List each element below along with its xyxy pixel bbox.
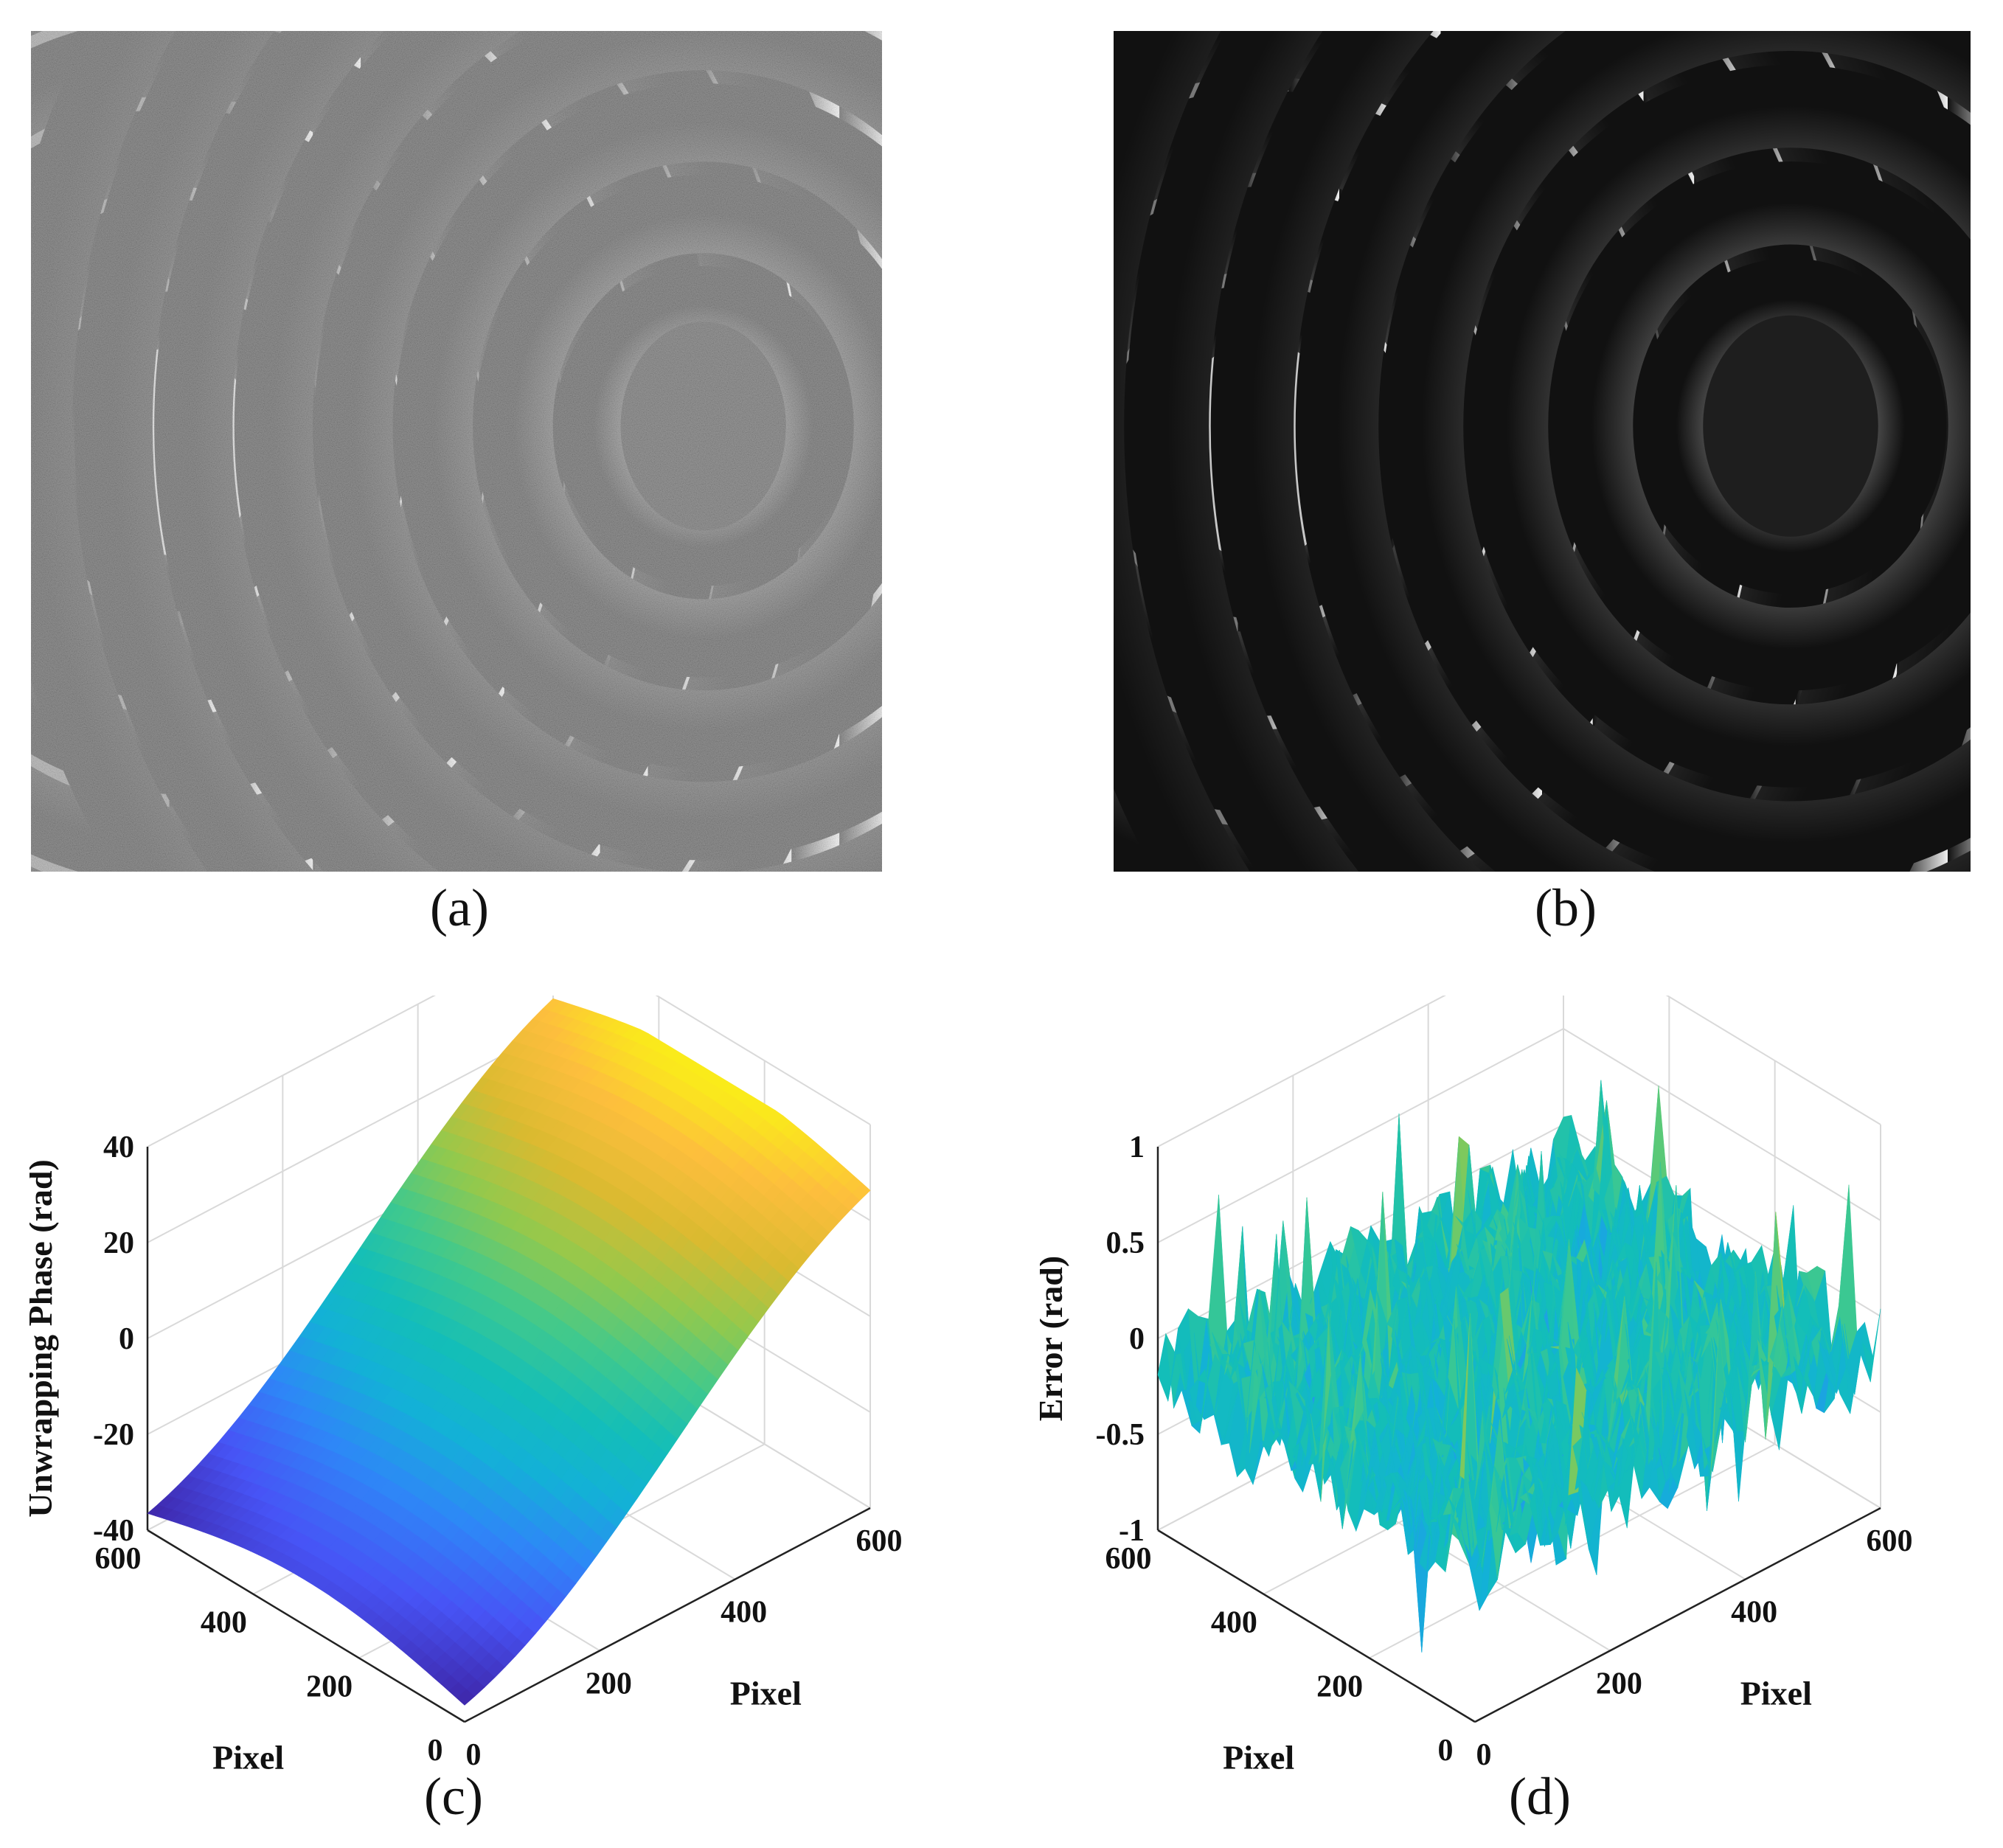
fringe-dark-center	[1703, 315, 1878, 537]
wall-grid-line	[1157, 1028, 1564, 1243]
surface	[1157, 1080, 1881, 1653]
fringe-ring	[1295, 31, 1971, 872]
x-axis-line	[1474, 1507, 1881, 1723]
y-axis-line	[147, 1529, 465, 1723]
fringe-ring	[1549, 161, 1971, 691]
caption-a: (a)	[430, 878, 489, 937]
fringe-ring	[1210, 31, 1482, 872]
fringe-ring	[1634, 258, 1947, 594]
z-tick-label: 0	[119, 1322, 134, 1356]
y-axis-line	[1157, 1529, 1476, 1723]
surface-patch	[1862, 1308, 1881, 1383]
x-tick-label: 400	[721, 1596, 767, 1630]
wall-grid-line	[1157, 996, 1446, 1147]
surface-plot-unwrapped-phase: -40-200204002004006000200400600PixelPixe…	[29, 996, 903, 1770]
z-tick-label: -0.5	[1096, 1418, 1145, 1452]
x-tick-label: 0	[466, 1738, 482, 1770]
y-tick-label: 600	[95, 1542, 142, 1576]
y-tick-label: 200	[306, 1670, 353, 1703]
z-tick-label: 20	[103, 1226, 134, 1260]
z-tick-label: -40	[93, 1514, 134, 1548]
panel-a-image	[31, 31, 882, 872]
x-axis-line	[464, 1507, 871, 1723]
surface-plot-error: -1 -0.5 0 0.5 1 0 200 400 600 0 200 400 600 Pixel Pixe…	[1040, 996, 1913, 1770]
x-tick-label: 0	[1476, 1738, 1492, 1770]
tick-labels: -40-200204002004006000200400600PixelPixe…	[29, 1130, 903, 1770]
z-tick-label: 40	[103, 1130, 134, 1164]
fringe-ring	[1380, 31, 1971, 872]
y-tick-label: 600	[1105, 1542, 1152, 1576]
z-tick-label: -20	[93, 1418, 134, 1452]
surface	[147, 998, 871, 1706]
x-tick-label: 200	[586, 1667, 632, 1701]
y-tick-label: 0	[1438, 1734, 1454, 1768]
panel-b-image	[1114, 31, 1971, 872]
y-tick-label: 400	[1211, 1606, 1257, 1640]
z-tick-label: 1	[1129, 1130, 1145, 1164]
wall-grid-line	[1563, 1028, 1881, 1221]
x-tick-label: 600	[1867, 1524, 1913, 1558]
wall-grid-line	[655, 996, 871, 1125]
x-axis-label: Pixel	[730, 1674, 802, 1712]
caption-b: (b)	[1535, 878, 1597, 937]
z-tick-label: -1	[1119, 1514, 1145, 1548]
x-tick-label: 400	[1731, 1596, 1777, 1630]
caption-c: (c)	[424, 1767, 483, 1826]
caption-d: (d)	[1509, 1767, 1571, 1826]
surface-patch	[852, 1183, 871, 1201]
y-tick-label: 400	[201, 1606, 247, 1640]
x-tick-label: 600	[856, 1524, 903, 1558]
wall-grid-line	[1157, 1124, 1564, 1339]
z-tick-label: 0.5	[1106, 1226, 1145, 1260]
wall-grid-line	[1665, 996, 1881, 1125]
tick-labels: -1 -0.5 0 0.5 1 0 200 400 600 0 200 400 600 Pixel Pixe…	[1040, 1130, 1913, 1770]
fringe-ring	[1125, 31, 1359, 872]
y-tick-label: 200	[1316, 1670, 1363, 1703]
y-axis-label: Pixel	[1223, 1738, 1294, 1770]
z-tick-label: 0	[1129, 1322, 1145, 1356]
fringe-ring	[1465, 64, 1971, 788]
wall-grid-line	[1563, 1124, 1881, 1317]
panel-a-fringes	[31, 31, 882, 872]
x-axis-label: Pixel	[1740, 1674, 1812, 1712]
y-axis-label: Pixel	[212, 1738, 284, 1770]
wall-grid-line	[147, 996, 436, 1147]
wall-grid-line	[147, 1028, 554, 1243]
z-axis-label: Unwrapping Phase (rad)	[29, 1159, 59, 1518]
z-axis-label: Error (rad)	[1040, 1256, 1069, 1421]
panel-b-fringes	[1114, 31, 1971, 872]
x-tick-label: 200	[1596, 1667, 1642, 1701]
y-tick-label: 0	[428, 1734, 443, 1768]
